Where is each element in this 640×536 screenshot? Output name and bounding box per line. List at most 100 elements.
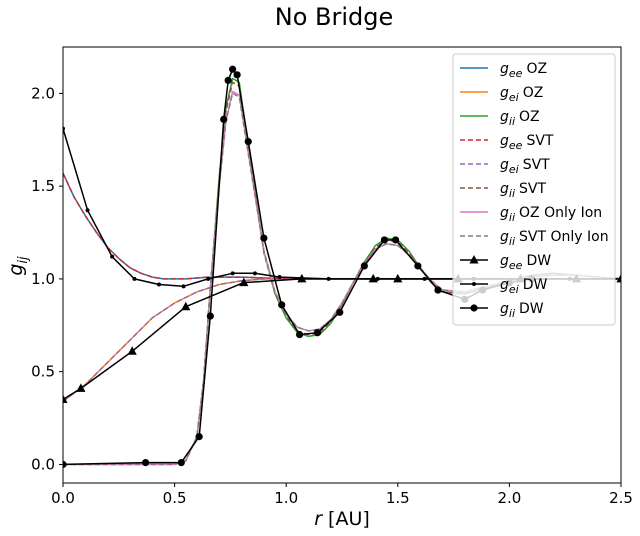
data-point <box>181 284 186 289</box>
y-axis-label: gij <box>5 256 31 276</box>
data-point <box>127 346 137 355</box>
legend-marker <box>472 282 476 286</box>
legend-label: gii SVT <box>500 181 546 200</box>
chart-title: No Bridge <box>275 3 394 31</box>
data-point <box>141 458 150 467</box>
data-point <box>278 301 286 309</box>
legend-label-sub: ii <box>509 115 515 128</box>
legend-label: gei DW <box>500 277 547 296</box>
legend-entry: gii SVT Only Ion <box>460 229 609 248</box>
y-tick-label: 1.0 <box>31 270 55 288</box>
data-point <box>239 277 249 287</box>
legend-label-base: g <box>500 109 509 125</box>
data-point <box>85 208 90 213</box>
legend-label: gei OZ <box>500 85 543 104</box>
legend-label-base: g <box>500 229 509 245</box>
legend-label: gee DW <box>500 253 551 272</box>
legend-label-base: g <box>500 301 509 317</box>
data-point <box>181 301 191 311</box>
legend-label-name: SVT <box>523 157 550 173</box>
y-axis-label-sub: ij <box>16 256 31 264</box>
legend-label-sub: ei <box>509 91 519 104</box>
data-point <box>326 276 331 281</box>
legend-label-base: g <box>500 133 509 149</box>
y-tick-label: 0.5 <box>31 363 55 381</box>
data-point <box>230 271 235 276</box>
legend-label-name: SVT Only Ion <box>519 229 609 245</box>
legend-entry: gee DW <box>460 253 551 272</box>
legend-label-name: OZ <box>523 85 544 101</box>
legend-entry: gii OZ Only Ion <box>460 205 602 224</box>
y-tick-label: 0.0 <box>31 455 55 473</box>
data-point <box>295 330 304 339</box>
x-tick-label: 1.0 <box>274 489 298 507</box>
data-point <box>224 76 232 84</box>
legend-label-name: SVT <box>519 181 546 197</box>
data-point <box>233 71 241 79</box>
data-point <box>422 276 427 281</box>
x-axis: 0.0 0.5 1.0 1.5 2.0 2.5 <box>51 483 633 507</box>
legend-label-sub: ii <box>509 307 515 320</box>
legend-label-sub: ii <box>509 211 515 224</box>
data-point <box>414 262 422 270</box>
legend-entry: gei DW <box>460 277 547 296</box>
legend-label-sub: ei <box>509 163 519 176</box>
y-axis-label-main: g <box>5 264 27 276</box>
data-point <box>76 383 86 392</box>
data-point <box>156 282 161 287</box>
data-point <box>110 254 115 259</box>
legend-label-base: g <box>500 277 509 293</box>
legend-label-name: OZ <box>519 109 540 125</box>
y-tick-label: 1.5 <box>31 177 55 195</box>
legend-label: gee SVT <box>500 133 554 152</box>
data-point <box>375 276 380 281</box>
legend-label: gei SVT <box>500 157 550 176</box>
data-point <box>313 329 322 337</box>
legend-label: gee OZ <box>500 61 547 80</box>
legend-label: gii DW <box>500 301 544 320</box>
legend-entry: gii SVT <box>460 181 546 200</box>
legend-entry: gee SVT <box>460 133 554 152</box>
x-tick-label: 2.5 <box>609 489 633 507</box>
legend-entry: gii DW <box>460 301 544 320</box>
x-axis-label-unit: [AU] <box>328 508 370 530</box>
legend-label: gii OZ <box>500 109 540 128</box>
x-tick-label: 1.5 <box>386 489 410 507</box>
data-point <box>206 312 214 320</box>
series-line <box>63 68 532 466</box>
data-point <box>63 394 68 404</box>
legend-entry: gei SVT <box>460 157 550 176</box>
legend-label-sub: ee <box>509 259 523 272</box>
y-axis: 0.0 0.5 1.0 1.5 2.0 <box>31 84 63 473</box>
legend-entry: gii OZ <box>460 109 540 128</box>
legend-label-base: g <box>500 61 509 77</box>
legend-label: gii SVT Only Ion <box>500 229 609 248</box>
legend-label-name: DW <box>523 277 548 293</box>
data-point <box>434 286 442 294</box>
legend-label-base: g <box>500 205 509 221</box>
legend-marker <box>469 255 479 264</box>
data-point <box>336 308 344 316</box>
legend-label-sub: ee <box>509 139 523 152</box>
x-tick-label: 0.0 <box>51 489 75 507</box>
legend-label-name: OZ <box>526 61 547 77</box>
legend-label-base: g <box>500 85 509 101</box>
x-axis-label-main: r <box>314 508 323 530</box>
data-point <box>380 236 389 244</box>
legend-box <box>452 53 616 326</box>
legend-label-base: g <box>500 253 509 269</box>
data-point <box>244 138 252 146</box>
data-point <box>195 433 203 441</box>
legend-label-sub: ei <box>509 283 519 296</box>
legend-label-name: SVT <box>526 133 553 149</box>
legend-label-base: g <box>500 157 509 173</box>
legend-label-base: g <box>500 181 509 197</box>
data-point <box>220 115 228 123</box>
legend-label-name: OZ Only Ion <box>519 205 602 221</box>
legend-label: gii OZ Only Ion <box>500 205 602 224</box>
x-tick-label: 2.0 <box>497 489 521 507</box>
x-axis-label: r [AU] <box>314 508 370 530</box>
x-tick-label: 0.5 <box>163 489 187 507</box>
